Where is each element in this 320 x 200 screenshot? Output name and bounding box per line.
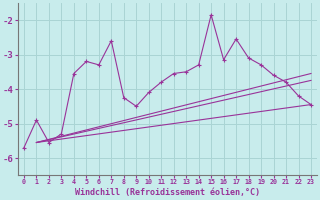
X-axis label: Windchill (Refroidissement éolien,°C): Windchill (Refroidissement éolien,°C) [75, 188, 260, 197]
